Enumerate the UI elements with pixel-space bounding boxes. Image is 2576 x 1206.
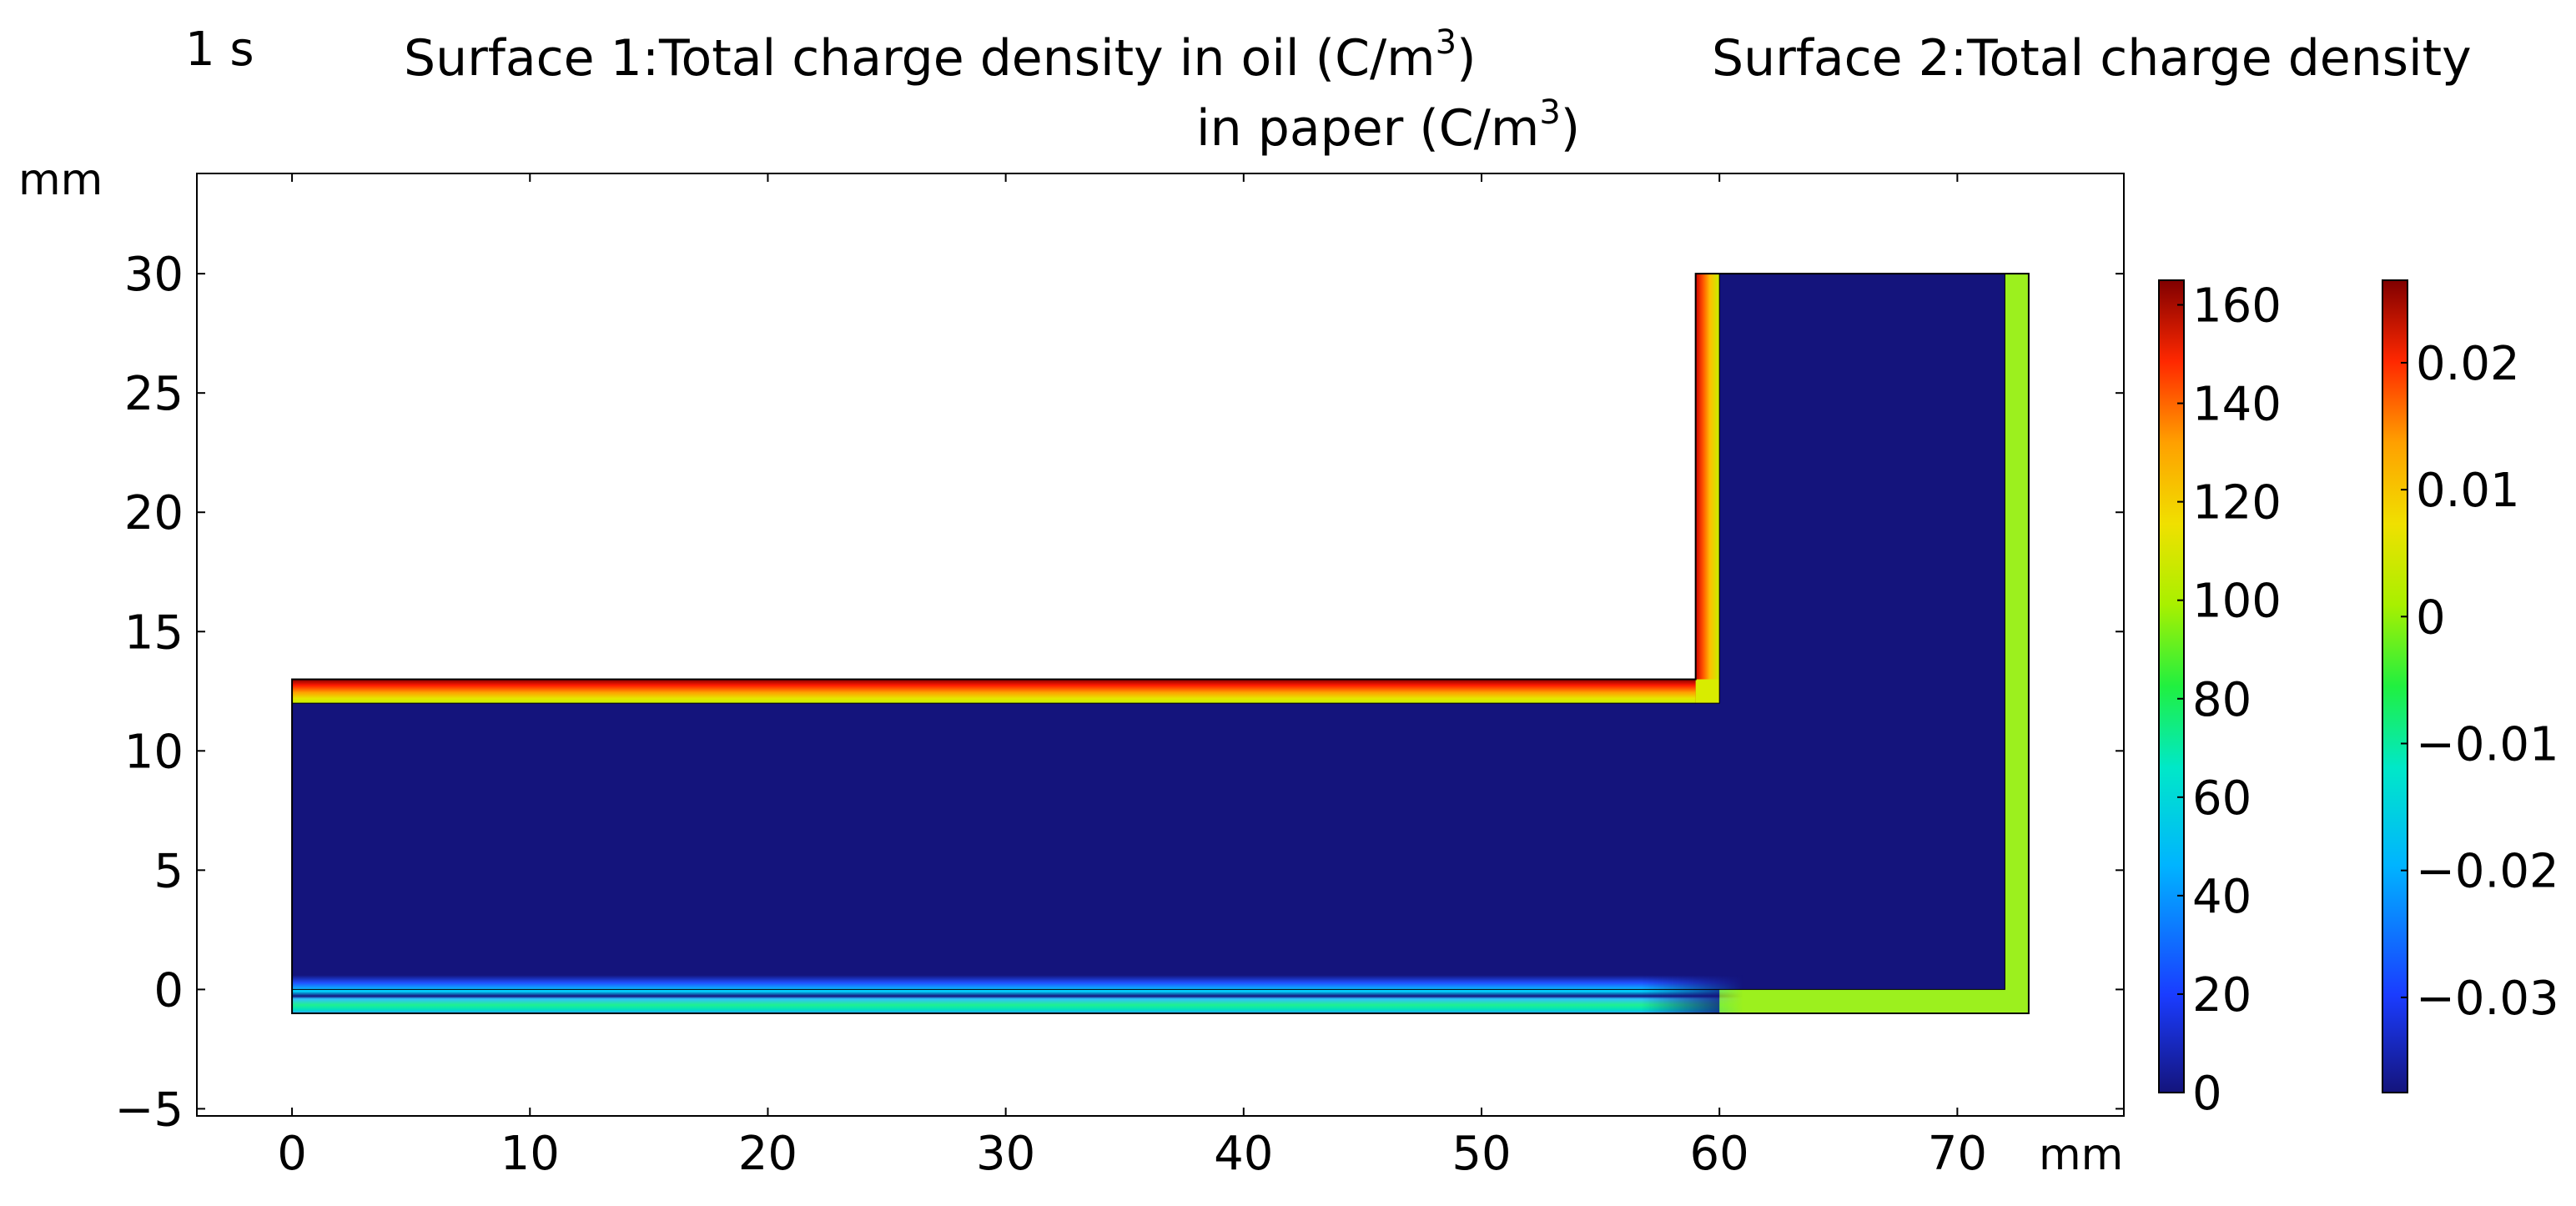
chart-title-line1: Surface 1:Total charge density in oil (C…	[404, 23, 1477, 88]
y-tick-label: 20	[124, 486, 184, 540]
axes-frame	[196, 173, 2125, 1117]
title-surface2-text: in paper (C/m	[1196, 99, 1539, 158]
colorbar-tick-label: −0.02	[2416, 845, 2559, 899]
y-axis-label: mm	[18, 155, 103, 205]
oil-bottom-layer	[292, 975, 1743, 1013]
title-surface1-end: )	[1457, 29, 1476, 88]
y-tick-label: 30	[124, 248, 184, 302]
y-tick-label: 0	[153, 963, 184, 1018]
oil-corner-patch	[1695, 679, 1720, 704]
colorbar-tick-label: 20	[2192, 968, 2251, 1023]
y-tick-label: 10	[124, 725, 184, 779]
colorbar-tick-label: −0.01	[2416, 717, 2559, 771]
title-surface2-end: )	[1561, 99, 1580, 158]
oil-top-layer	[292, 679, 1720, 704]
y-tick-label: 15	[124, 606, 184, 660]
colorbar-tick-label: 80	[2192, 673, 2251, 727]
colorbar-tick-label: −0.03	[2416, 972, 2559, 1026]
colorbar-tick-label: 40	[2192, 870, 2251, 924]
colorbar-tick-label: 100	[2192, 575, 2282, 629]
chart-title-line2: in paper (C/m3)	[1196, 93, 1580, 158]
plot-area	[291, 273, 2030, 1014]
x-tick-label: 50	[1452, 1127, 1511, 1181]
colorbar-tick-label: 160	[2192, 279, 2282, 334]
paper-inner-outline-2	[292, 274, 2005, 990]
colorbar-1	[2158, 279, 2185, 1093]
x-tick-label: 60	[1690, 1127, 1749, 1181]
paper-right-strip	[2005, 274, 2029, 1013]
colorbar-tick-label: 120	[2192, 476, 2282, 530]
title-surface1-sup: 3	[1436, 23, 1457, 62]
oil-vertical-layer	[1695, 274, 1720, 704]
x-tick-label: 30	[976, 1127, 1035, 1181]
x-axis-label: mm	[2039, 1130, 2123, 1180]
x-tick-label: 20	[738, 1127, 797, 1181]
x-tick-label: 40	[1214, 1127, 1273, 1181]
colorbar-tick-label: 60	[2192, 771, 2251, 826]
x-tick-label: 10	[501, 1127, 560, 1181]
title-surface2-sup: 3	[1539, 93, 1560, 132]
y-tick-label: 25	[124, 367, 184, 421]
colorbar-tick-label: 140	[2192, 378, 2282, 432]
model-outline-domain	[292, 274, 2029, 1013]
paper-bottom-strip	[1719, 989, 2029, 1013]
x-tick-label: 0	[277, 1127, 307, 1181]
time-label: 1 s	[185, 23, 254, 77]
colorbar-tick-label: 0.01	[2416, 464, 2520, 518]
y-tick-label: 5	[153, 844, 184, 898]
axis-ticks: 0 10 20 30 40 50 60 70 −5 0 5 10 15 20 25 30	[114, 173, 2124, 1181]
colorbar-2	[2382, 279, 2408, 1093]
model-outline	[291, 273, 2030, 1014]
chart-title-line1-right: Surface 2:Total charge density	[1712, 29, 2472, 88]
paper-inner-outline	[292, 274, 1720, 704]
x-tick-label: 70	[1928, 1127, 1987, 1181]
colorbars: 0 20 40 60 80 100 120 140 160 −0.03 −0.02 −0.01 0 0.0…	[2158, 279, 2559, 1121]
y-tick-label: −5	[114, 1083, 184, 1137]
colorbar-tick-label: 0	[2192, 1067, 2222, 1121]
colorbar-tick-label: 0.02	[2416, 337, 2520, 391]
title-surface1-text: Surface 1:Total charge density in oil (C…	[404, 29, 1436, 88]
colorbar-tick-label: 0	[2416, 590, 2446, 645]
